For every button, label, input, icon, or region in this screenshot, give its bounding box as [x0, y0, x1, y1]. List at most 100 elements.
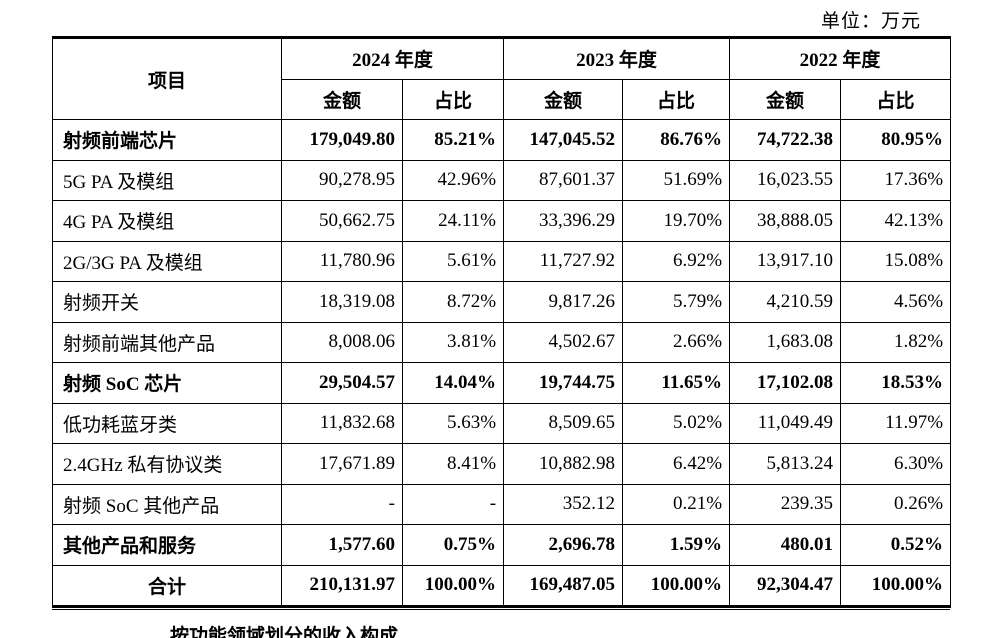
ratio-cell: 8.41%	[401, 443, 505, 485]
amount-cell: 352.12	[503, 483, 624, 525]
ratio-cell: 0.26%	[840, 483, 952, 525]
amount-cell: 13,917.10	[729, 240, 842, 282]
table-row: 低功耗蓝牙类 11,832.68 5.63% 8,509.65 5.02% 11,049.…	[52, 402, 952, 444]
ratio-cell: 11.65%	[622, 362, 731, 404]
item-header: 项目	[52, 36, 282, 120]
amount-cell: 8,008.06	[281, 321, 403, 363]
amount-cell: 87,601.37	[503, 159, 624, 201]
amount-cell: 92,304.47	[729, 564, 842, 608]
amount-cell: 239.35	[729, 483, 842, 525]
amount-cell: 147,045.52	[503, 119, 624, 161]
table-row: 2.4GHz 私有协议类 17,671.89 8.41% 10,882.98 6.42%…	[52, 443, 952, 485]
table-row: 2G/3G PA 及模组 11,780.96 5.61% 11,727.92 6.92%…	[52, 240, 952, 282]
table-row: 射频前端芯片 179,049.80 85.21% 147,045.52 86.76% 74…	[52, 119, 952, 161]
table-row: 5G PA 及模组 90,278.95 42.96% 87,601.37 51.69% 1…	[52, 159, 952, 201]
amount-cell: 4,210.59	[729, 281, 842, 323]
row-label: 射频前端芯片	[52, 119, 282, 161]
row-label: 其他产品和服务	[52, 524, 282, 566]
table-bottom-rule	[52, 609, 950, 610]
ratio-cell: 24.11%	[401, 200, 505, 242]
ratio-cell: 86.76%	[622, 119, 731, 161]
ratio-cell: 51.69%	[622, 159, 731, 201]
amount-cell: 11,780.96	[281, 240, 403, 282]
ratio-cell: 19.70%	[622, 200, 731, 242]
header-row-years: 项目 2024 年度 2023 年度 2022 年度	[52, 36, 952, 120]
amount-cell: 33,396.29	[503, 200, 624, 242]
ratio-cell: 1.59%	[622, 524, 731, 566]
revenue-table: 项目 2024 年度 2023 年度 2022 年度 金额 占比 金额 占比 金…	[52, 36, 952, 608]
amount-cell: 8,509.65	[503, 402, 624, 444]
row-label: 射频开关	[52, 281, 282, 323]
year-header-2024: 2024 年度	[280, 36, 505, 80]
ratio-cell: 6.92%	[622, 240, 731, 282]
amount-cell: 210,131.97	[281, 564, 403, 608]
ratio-cell: 5.63%	[401, 402, 505, 444]
amount-cell: 11,727.92	[503, 240, 624, 282]
ratio-cell: 0.52%	[840, 524, 952, 566]
amount-cell: 179,049.80	[281, 119, 403, 161]
ratio-cell: 42.96%	[401, 159, 505, 201]
row-label: 5G PA 及模组	[52, 159, 282, 201]
table-row: 其他产品和服务 1,577.60 0.75% 2,696.78 1.59% 480.01 0…	[52, 524, 952, 566]
ratio-cell: 15.08%	[840, 240, 952, 282]
ratio-cell: 0.75%	[401, 524, 505, 566]
ratio-header: 占比	[401, 78, 505, 120]
table-row: 射频开关 18,319.08 8.72% 9,817.26 5.79% 4,210.59 4…	[52, 281, 952, 323]
ratio-cell: -	[401, 483, 505, 525]
ratio-cell: 85.21%	[401, 119, 505, 161]
year-header-2022: 2022 年度	[729, 36, 952, 80]
row-label: 4G PA 及模组	[52, 200, 282, 242]
ratio-cell: 17.36%	[840, 159, 952, 201]
amount-cell: 1,577.60	[281, 524, 403, 566]
unit-label: 单位：万元	[820, 11, 921, 32]
year-header-2023: 2023 年度	[503, 36, 731, 80]
header-row-metrics: 金额 占比 金额 占比 金额 占比	[53, 78, 952, 120]
amount-cell: 2,696.78	[503, 524, 624, 566]
amount-cell: -	[281, 483, 403, 525]
amount-header: 金额	[729, 78, 842, 120]
ratio-cell: 6.30%	[840, 443, 952, 485]
cut-off-heading: 按功能领域划分的收入构成	[170, 626, 399, 638]
ratio-header: 占比	[840, 78, 952, 120]
amount-cell: 17,102.08	[729, 362, 842, 404]
ratio-cell: 80.95%	[840, 119, 952, 161]
ratio-cell: 4.56%	[840, 281, 952, 323]
table-row: 射频前端其他产品 8,008.06 3.81% 4,502.67 2.66% 1,683.…	[52, 321, 952, 363]
amount-cell: 38,888.05	[729, 200, 842, 242]
ratio-header: 占比	[622, 78, 731, 120]
ratio-cell: 18.53%	[840, 362, 952, 404]
ratio-cell: 100.00%	[840, 564, 952, 608]
amount-cell: 11,049.49	[729, 402, 842, 444]
ratio-cell: 6.42%	[622, 443, 731, 485]
ratio-cell: 14.04%	[401, 362, 505, 404]
row-label: 2G/3G PA 及模组	[52, 240, 282, 282]
row-label: 射频 SoC 其他产品	[52, 483, 282, 525]
amount-cell: 74,722.38	[729, 119, 842, 161]
ratio-cell: 8.72%	[401, 281, 505, 323]
ratio-cell: 1.82%	[840, 321, 952, 363]
table-row: 4G PA 及模组 50,662.75 24.11% 33,396.29 19.70% 3…	[52, 200, 952, 242]
row-label: 射频 SoC 芯片	[52, 362, 282, 404]
amount-cell: 5,813.24	[729, 443, 842, 485]
amount-cell: 19,744.75	[503, 362, 624, 404]
table-row: 射频 SoC 芯片 29,504.57 14.04% 19,744.75 11.65% 1…	[52, 362, 952, 404]
row-label: 合计	[52, 564, 282, 608]
amount-cell: 11,832.68	[281, 402, 403, 444]
amount-cell: 18,319.08	[281, 281, 403, 323]
table-row: 射频 SoC 其他产品 - -352.12 0.21% 239.35 0.26%	[52, 483, 952, 525]
ratio-cell: 5.79%	[622, 281, 731, 323]
ratio-cell: 5.02%	[622, 402, 731, 444]
ratio-cell: 100.00%	[401, 564, 505, 608]
amount-cell: 29,504.57	[281, 362, 403, 404]
amount-cell: 1,683.08	[729, 321, 842, 363]
amount-cell: 17,671.89	[281, 443, 403, 485]
amount-cell: 50,662.75	[281, 200, 403, 242]
amount-header: 金额	[503, 78, 624, 120]
amount-cell: 4,502.67	[503, 321, 624, 363]
amount-cell: 10,882.98	[503, 443, 624, 485]
ratio-cell: 3.81%	[401, 321, 505, 363]
ratio-cell: 2.66%	[622, 321, 731, 363]
row-label: 射频前端其他产品	[52, 321, 282, 363]
ratio-cell: 42.13%	[840, 200, 952, 242]
amount-cell: 9,817.26	[503, 281, 624, 323]
